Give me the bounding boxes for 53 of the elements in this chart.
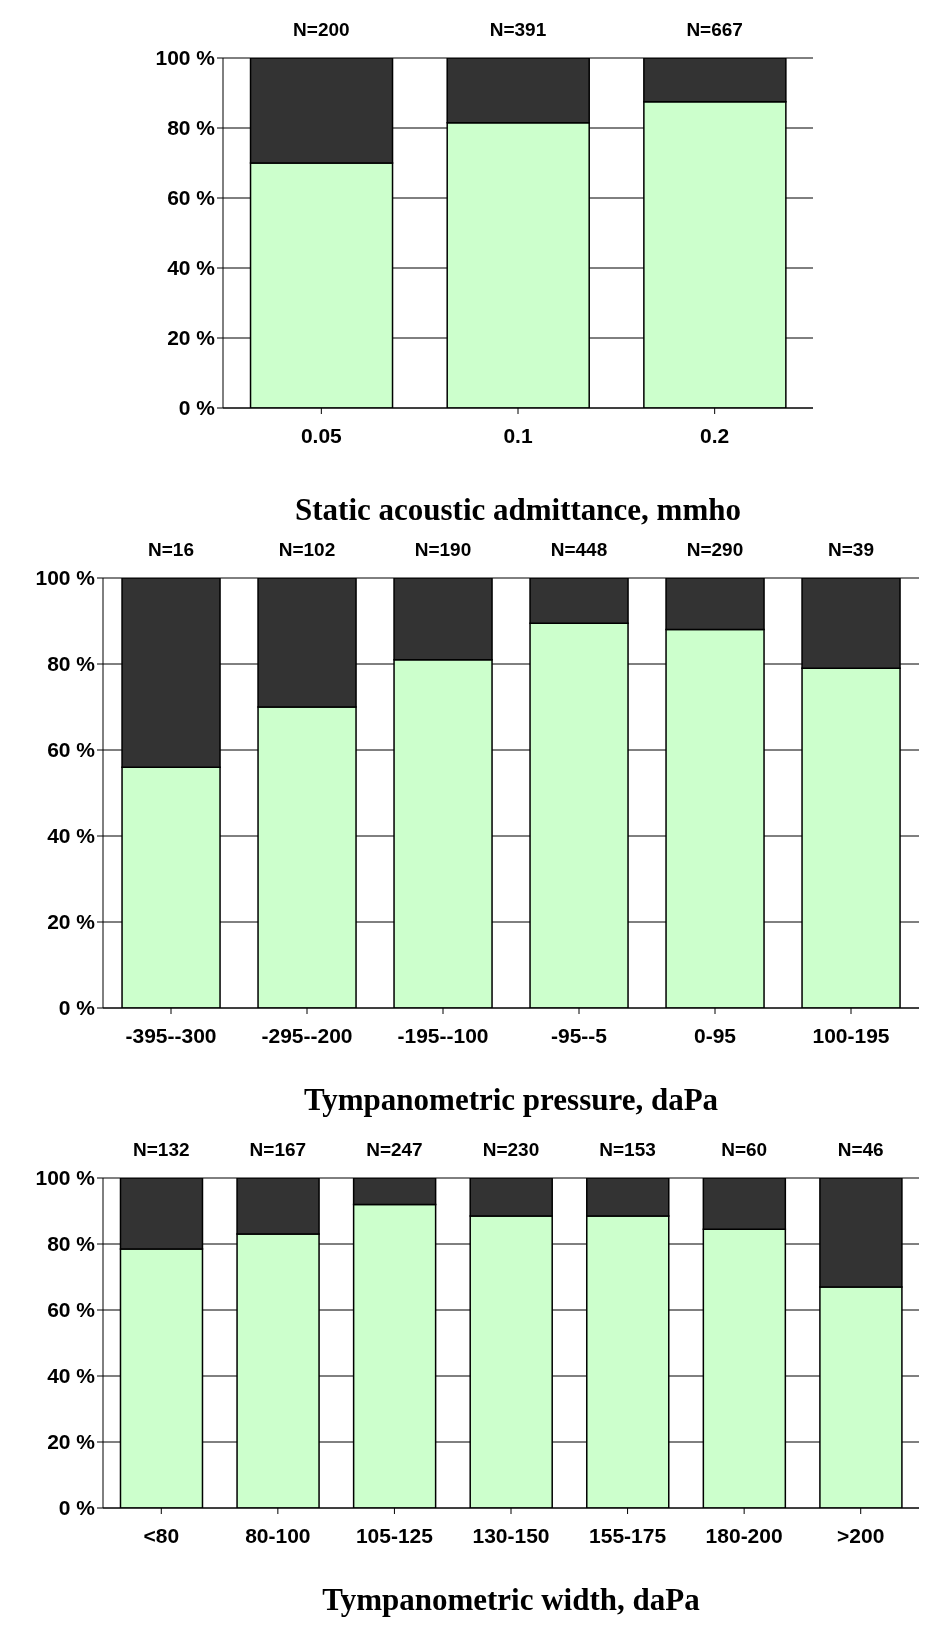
annotation: N=132 [133,1139,190,1160]
annotation: N=290 [686,539,744,560]
x-tick-label: >200 [837,1523,885,1547]
annotation: N=102 [278,539,336,560]
x-tick-label: -95--5 [550,1023,608,1047]
annotation: N=39 [828,539,874,560]
annotation: N=190 [414,539,472,560]
y-tick-label: 60 % [47,738,96,762]
annotation: N=448 [550,539,608,560]
x-tick-label: 0.1 [503,423,533,447]
x-tick-label: 0.2 [700,423,730,447]
y-tick-label: 20 % [47,1430,96,1454]
x-tick-label: <80 [143,1523,180,1547]
x-tick-label: 155-175 [589,1523,667,1547]
annotation: N=167 [249,1139,307,1160]
annotation: N=667 [686,19,743,40]
x-tick-label: 180-200 [705,1523,783,1547]
x-tick-label: 105-125 [355,1523,434,1547]
annotation: N=247 [366,1139,423,1160]
y-tick-label: 80 % [47,1232,96,1256]
y-tick-label: 20 % [167,326,216,350]
annotation: N=230 [482,1139,540,1160]
x-tick-label: 100-195 [812,1023,890,1047]
x-tick-label: 80-100 [245,1523,311,1547]
x-tick-label: -295--200 [261,1023,353,1047]
y-tick-label: 60 % [47,1298,96,1322]
annotation: N=153 [599,1139,656,1160]
y-tick-label: 40 % [47,1364,96,1388]
annotation: N=46 [837,1139,884,1160]
y-tick-label: 0 % [178,396,216,420]
y-tick-label: 40 % [167,256,216,280]
y-tick-label: 100 % [155,46,216,70]
x-axis-title: Static acoustic admittance, mmho [294,492,742,528]
x-axis-title: Tympanometric width, daPa [321,1582,701,1618]
x-tick-label: -195--100 [397,1023,489,1047]
x-tick-label: 0-95 [693,1023,737,1047]
x-axis-title: Tympanometric pressure, daPa [302,1082,720,1118]
y-tick-label: 100 % [35,566,96,590]
annotation: N=200 [293,19,350,40]
y-tick-label: 60 % [167,186,216,210]
x-tick-label: 130-150 [472,1523,550,1547]
annotation: N=60 [721,1139,768,1160]
annotation: N=391 [489,19,547,40]
x-tick-label: -395--300 [125,1023,217,1047]
y-tick-label: 80 % [47,652,96,676]
y-tick-label: 100 % [35,1166,96,1190]
annotation: N=16 [148,539,194,560]
y-tick-label: 20 % [47,910,96,934]
y-tick-label: 80 % [167,116,216,140]
x-tick-label: 0.05 [300,423,343,447]
y-tick-label: 40 % [47,824,96,848]
y-tick-label: 0 % [58,996,96,1020]
y-tick-label: 0 % [58,1496,96,1520]
